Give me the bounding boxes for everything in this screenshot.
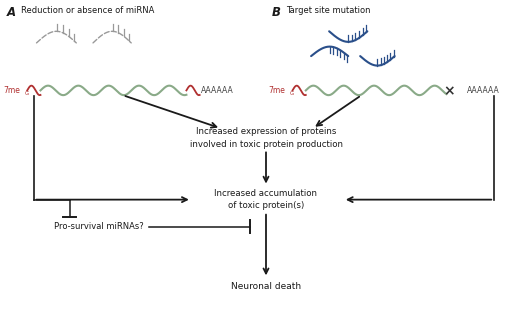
Text: ×: × [443, 85, 455, 99]
Text: Increased accumulation: Increased accumulation [214, 189, 318, 198]
Text: AAAAAA: AAAAAA [201, 86, 234, 95]
Text: 7me: 7me [3, 86, 20, 95]
Text: G: G [290, 91, 294, 96]
Text: Reduction or absence of miRNA: Reduction or absence of miRNA [21, 6, 154, 15]
Text: Increased expression of proteins: Increased expression of proteins [196, 127, 336, 136]
Text: AAAAAA: AAAAAA [467, 86, 500, 95]
Text: 7me: 7me [269, 86, 286, 95]
Text: G: G [24, 91, 29, 96]
Text: Pro-survival miRNAs?: Pro-survival miRNAs? [54, 222, 144, 231]
Text: Target site mutation: Target site mutation [286, 6, 371, 15]
Text: B: B [271, 6, 280, 19]
Text: A: A [7, 6, 16, 19]
Text: Neuronal death: Neuronal death [231, 282, 301, 291]
Text: involved in toxic protein production: involved in toxic protein production [189, 140, 343, 149]
Text: of toxic protein(s): of toxic protein(s) [228, 201, 304, 210]
